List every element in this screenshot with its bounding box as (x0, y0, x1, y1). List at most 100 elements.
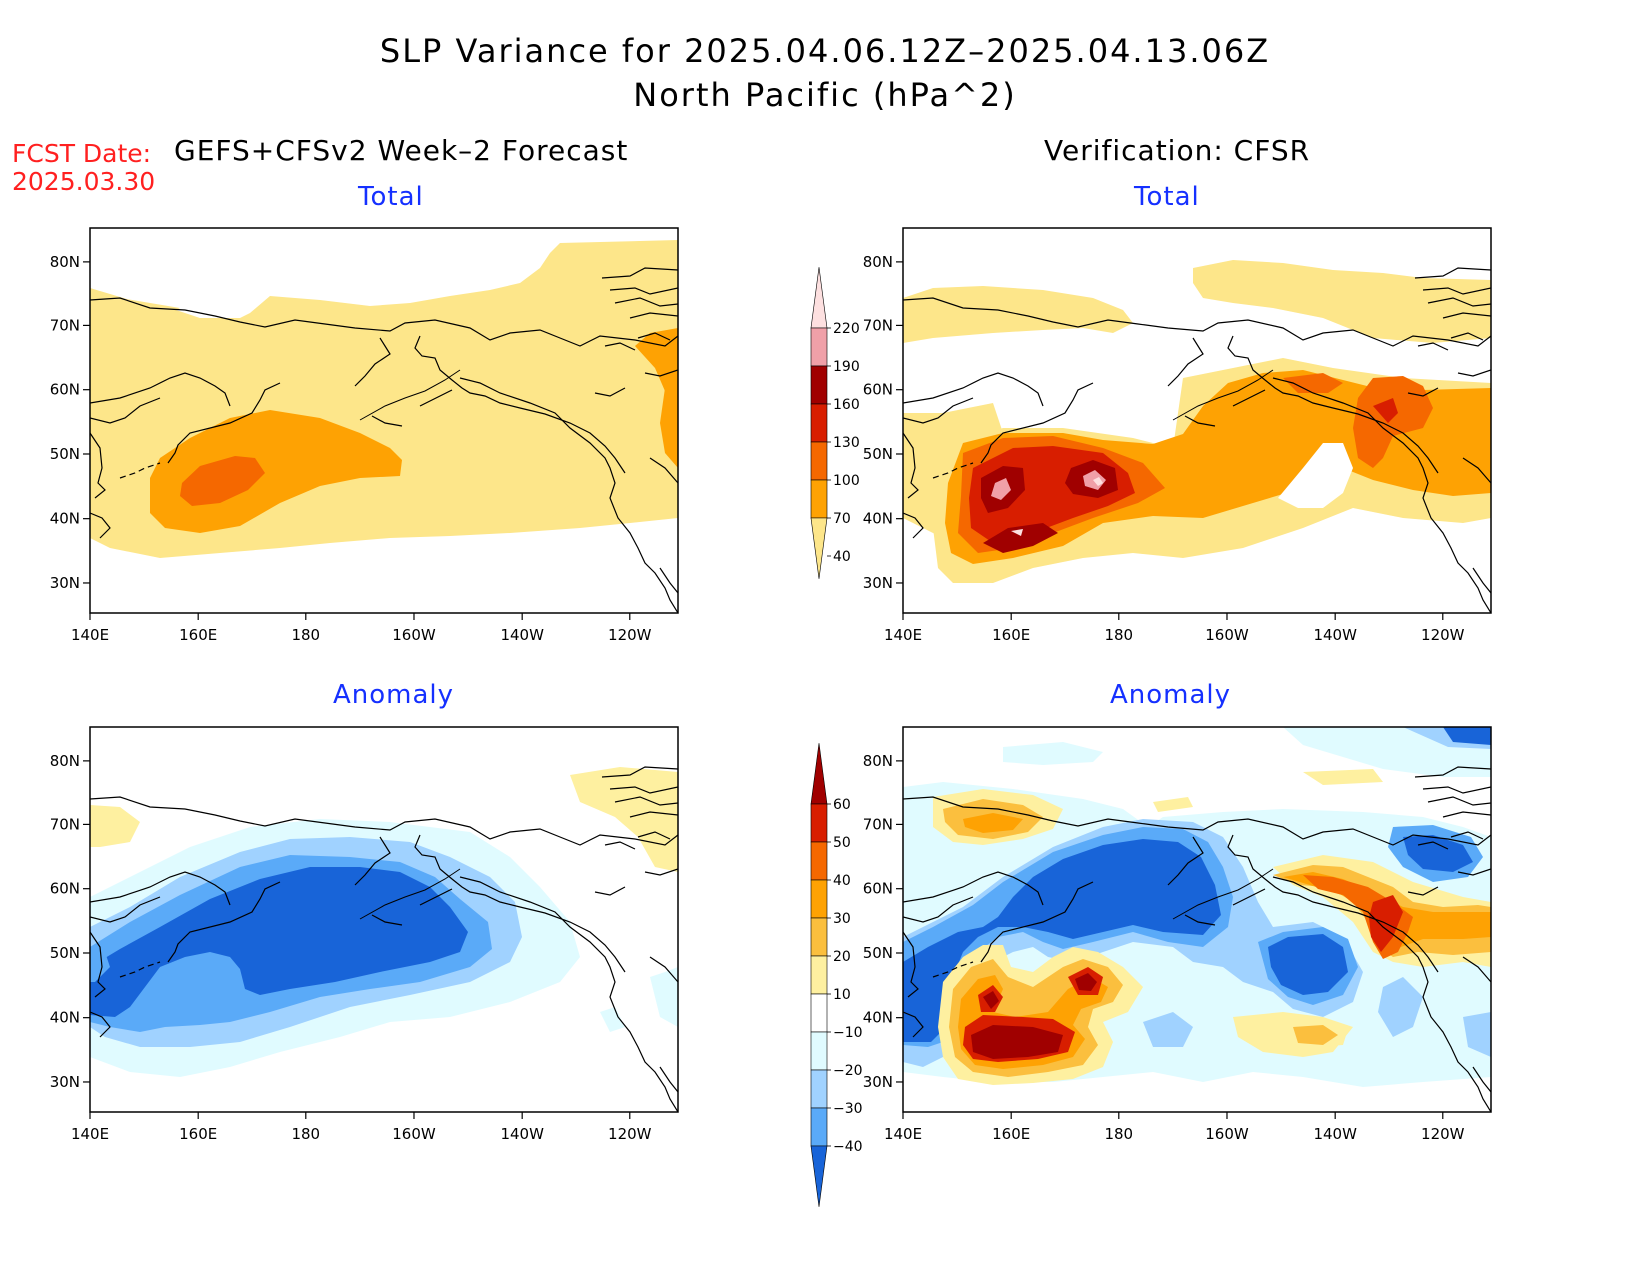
colorbar-label: −40 (833, 1139, 863, 1155)
colorbar-swatch (810, 1031, 828, 1071)
y-tick-label: 40N (50, 1009, 80, 1027)
x-tick-label: 160E (179, 1125, 217, 1143)
verification-total-map (902, 227, 1492, 614)
x-tick-label: 120W (608, 1125, 652, 1143)
x-tick-label: 160W (1205, 1125, 1249, 1143)
y-tick-label: 70N (50, 815, 80, 833)
colorbar-swatch (810, 365, 828, 405)
y-tick-label: 30N (50, 1073, 80, 1091)
y-tick-label: 60N (863, 880, 893, 898)
x-tick-label: 140W (1313, 626, 1357, 644)
x-tick-label: 140E (884, 1125, 922, 1143)
x-tick-label: 160W (392, 626, 436, 644)
colorbar-total: 220 190 160 130 100 70 40 (810, 267, 860, 579)
forecast-date-block: FCST Date: 2025.03.30 (12, 140, 155, 196)
colorbar-swatch (810, 267, 828, 329)
x-tick-label: 120W (1421, 1125, 1465, 1143)
map-title: SLP Variance for 2025.04.06.12Z–2025.04.… (379, 32, 1271, 70)
y-tick-label: 80N (50, 253, 80, 271)
y-tick-label: 30N (50, 574, 80, 592)
y-tick-label: 60N (50, 880, 80, 898)
forecast-date-label: FCST Date: (12, 139, 152, 168)
colorbar-swatch (810, 441, 828, 481)
forecast-total-map (89, 227, 679, 614)
panel-title-verification-total: Total (1134, 182, 1200, 212)
colorbar-label: −20 (833, 1063, 863, 1079)
x-tick-label: 160W (392, 1125, 436, 1143)
y-tick-label: 50N (50, 944, 80, 962)
colorbar-label: 20 (833, 949, 851, 965)
colorbar-label: 160 (833, 397, 860, 413)
y-tick-label: 30N (863, 1073, 893, 1091)
colorbar-swatch (810, 803, 828, 843)
colorbar-label: 190 (833, 359, 860, 375)
colorbar-swatch (810, 917, 828, 957)
colorbar-swatch (810, 993, 828, 1033)
colorbar-swatch (810, 1145, 828, 1207)
panel-title-forecast-anomaly: Anomaly (333, 680, 455, 710)
x-tick-label: 120W (1421, 626, 1465, 644)
colorbar-swatch (810, 327, 828, 367)
y-tick-label: 60N (863, 381, 893, 399)
colorbar-label: 70 (833, 511, 851, 527)
forecast-date-value: 2025.03.30 (12, 167, 156, 196)
colorbar-swatch (810, 403, 828, 443)
x-tick-label: 160E (992, 626, 1030, 644)
y-tick-label: 70N (50, 316, 80, 334)
y-tick-label: 30N (863, 574, 893, 592)
colorbar-swatch (810, 1107, 828, 1147)
x-tick-label: 140W (500, 1125, 544, 1143)
x-tick-label: 180 (1104, 626, 1133, 644)
y-tick-label: 40N (863, 1009, 893, 1027)
y-tick-label: 60N (50, 381, 80, 399)
panel-title-forecast-total: Total (358, 182, 424, 212)
x-tick-label: 160E (179, 626, 217, 644)
y-tick-label: 40N (50, 510, 80, 528)
colorbar-label: 10 (833, 987, 851, 1003)
x-tick-label: 160E (992, 1125, 1030, 1143)
y-tick-label: 50N (863, 445, 893, 463)
colorbar-label: 30 (833, 911, 851, 927)
y-tick-label: 80N (50, 752, 80, 770)
y-tick-label: 80N (863, 253, 893, 271)
panel-title-verification-anomaly: Anomaly (1110, 680, 1232, 710)
x-tick-label: 140E (884, 626, 922, 644)
x-tick-label: 160W (1205, 626, 1249, 644)
y-tick-label: 40N (863, 510, 893, 528)
y-tick-label: 80N (863, 752, 893, 770)
colorbar-label: 40 (833, 549, 851, 565)
y-tick-label: 50N (863, 944, 893, 962)
verification-anomaly-map (902, 726, 1492, 1113)
colorbar-label: 100 (833, 473, 860, 489)
colorbar-label: −10 (833, 1025, 863, 1041)
x-tick-label: 140W (1313, 1125, 1357, 1143)
colorbar-swatch (810, 955, 828, 995)
y-tick-label: 50N (50, 445, 80, 463)
x-tick-label: 180 (1104, 1125, 1133, 1143)
x-tick-label: 140E (71, 1125, 109, 1143)
x-tick-label: 140E (71, 626, 109, 644)
colorbar-anomaly: 60 50 40 30 20 10 −10 −20 −30 −40 (810, 743, 863, 1207)
colorbar-swatch (810, 743, 828, 805)
colorbar-label: 60 (833, 797, 851, 813)
colorbar-swatch (810, 879, 828, 919)
y-tick-label: 70N (863, 316, 893, 334)
x-tick-label: 140W (500, 626, 544, 644)
colorbar-label: 220 (833, 321, 860, 337)
colorbar-swatch (810, 517, 828, 579)
colorbar-swatch (810, 841, 828, 881)
colorbar-label: 40 (833, 873, 851, 889)
axes-layer: 140E 160E 180 160W 140W 120W 80N 70N 60N 50N 40N 30… (50, 253, 1465, 1143)
x-tick-label: 120W (608, 626, 652, 644)
colorbar-swatch (810, 1069, 828, 1109)
verification-header: Verification: CFSR (1044, 134, 1311, 167)
colorbar-label: 130 (833, 435, 860, 451)
map-subtitle: North Pacific (hPa^2) (633, 76, 1017, 114)
x-tick-label: 180 (291, 626, 320, 644)
x-tick-label: 180 (291, 1125, 320, 1143)
colorbar-label: −30 (833, 1101, 863, 1117)
forecast-header: GEFS+CFSv2 Week–2 Forecast (174, 134, 629, 167)
colorbar-label: 50 (833, 835, 851, 851)
colorbar-swatch (810, 479, 828, 519)
